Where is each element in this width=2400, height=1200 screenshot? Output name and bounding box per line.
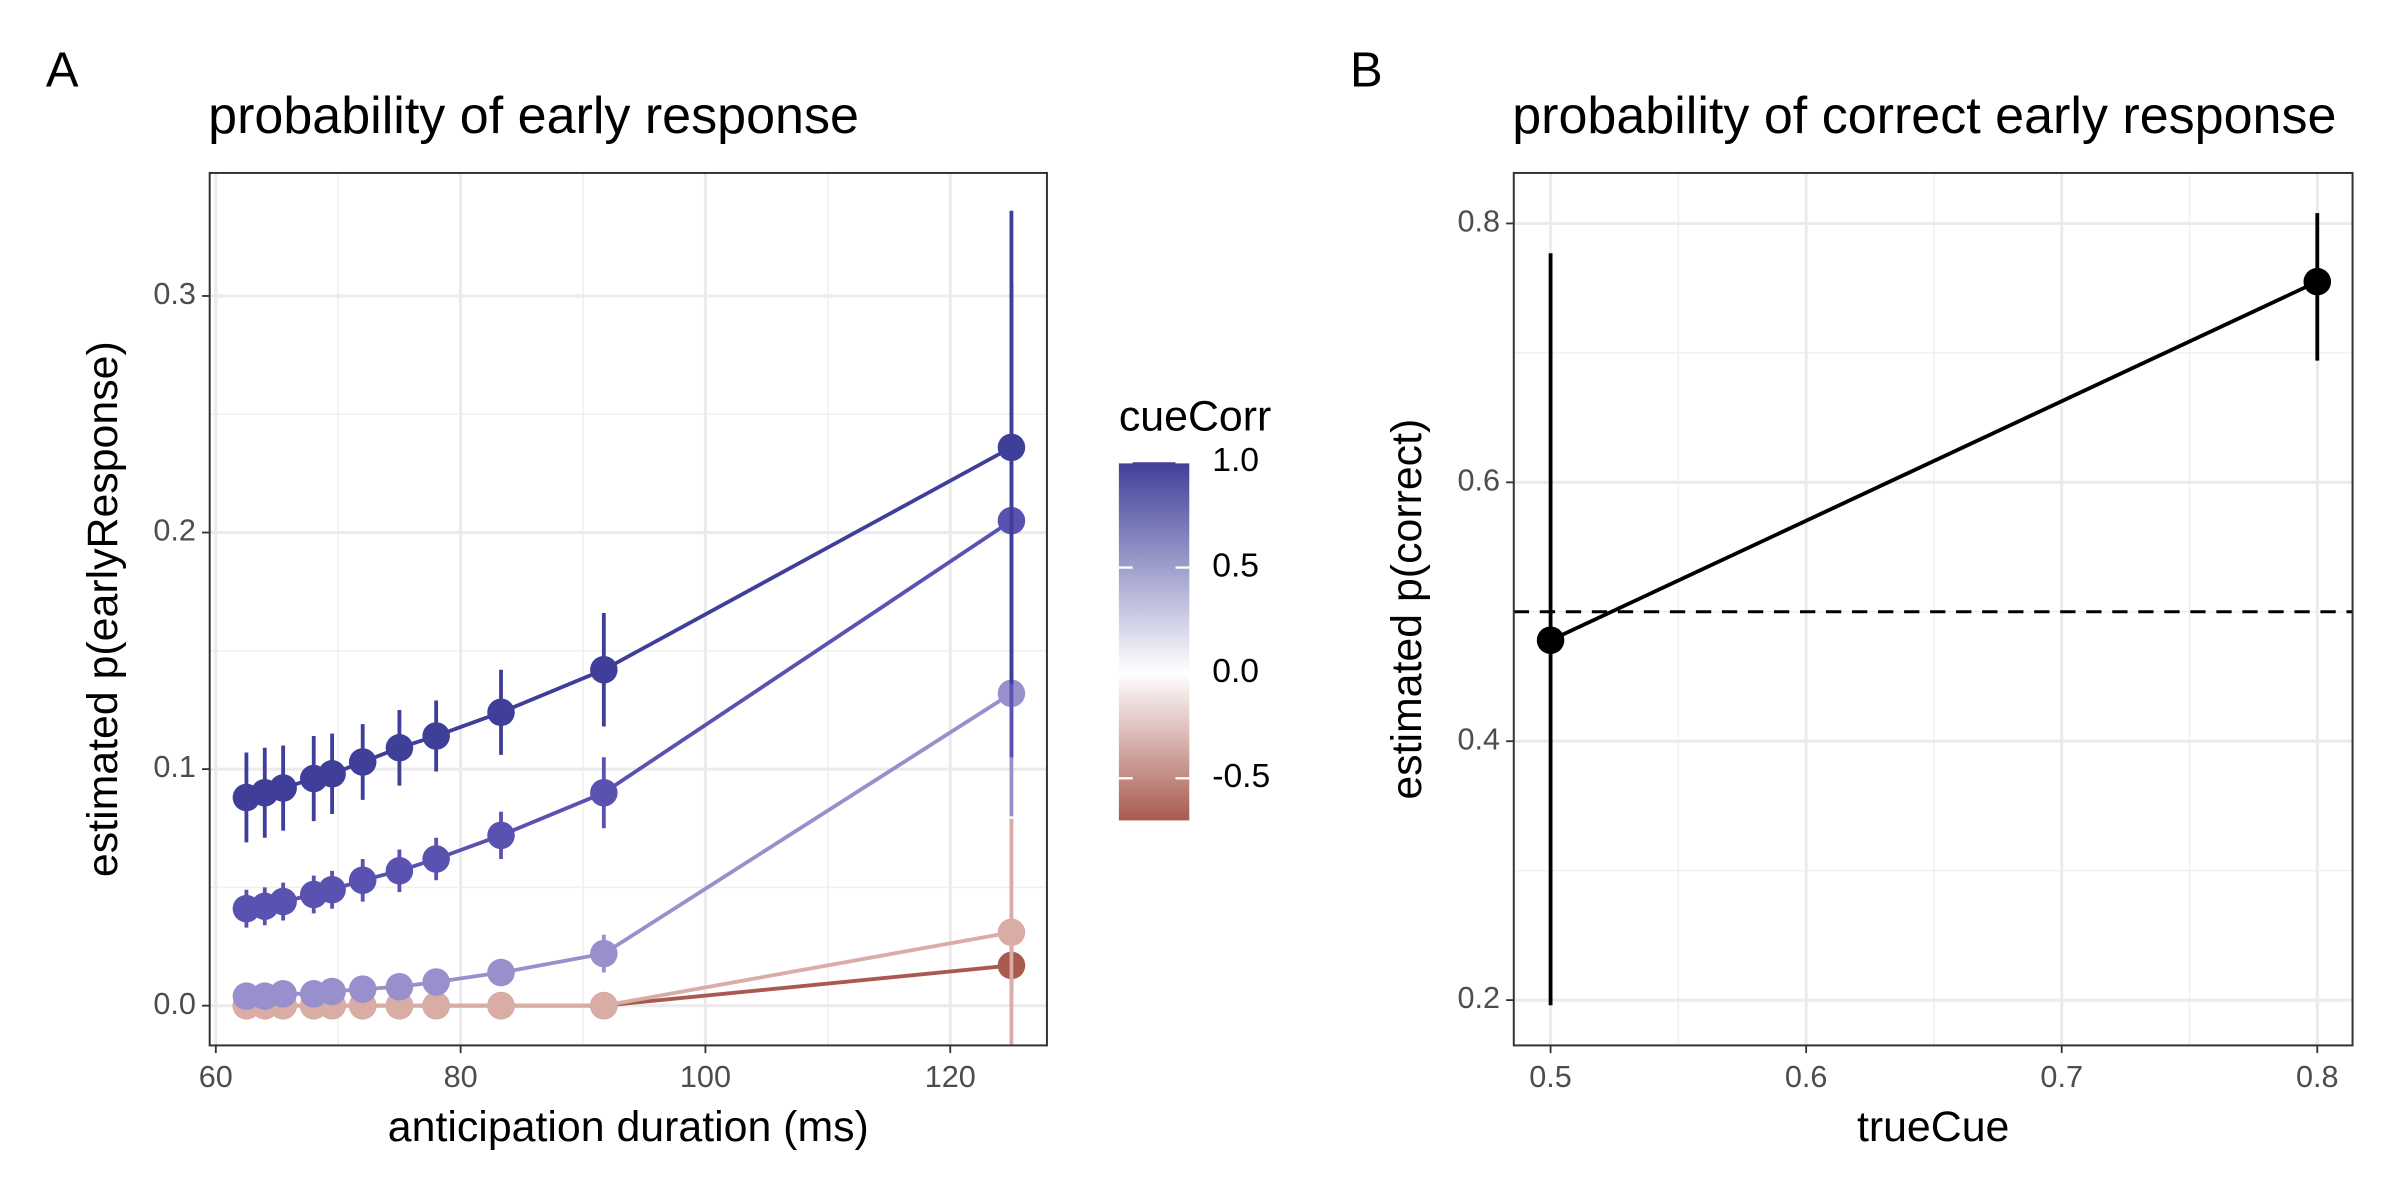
point xyxy=(2303,267,2332,296)
plot-background xyxy=(1513,172,2353,1046)
point xyxy=(487,958,515,987)
y-tick-label: 0.4 xyxy=(1457,722,1500,756)
x-tick-label: 80 xyxy=(444,1060,478,1094)
point xyxy=(269,887,297,916)
legend-tick-label: -0.5 xyxy=(1212,758,1270,795)
point xyxy=(487,821,515,850)
y-tick-label: 0.2 xyxy=(1457,981,1500,1015)
x-axis-title: anticipation duration (ms) xyxy=(388,1103,869,1151)
legend-tick-label: 1.0 xyxy=(1212,442,1259,479)
y-tick-label: 0.6 xyxy=(1457,463,1500,497)
x-tick-label: 0.5 xyxy=(1529,1060,1572,1094)
point xyxy=(422,968,450,996)
y-tick-label: 0.2 xyxy=(153,514,196,548)
series-line xyxy=(1549,279,2319,642)
point xyxy=(997,918,1026,947)
x-tick-label: 60 xyxy=(199,1060,233,1094)
point xyxy=(269,980,297,1008)
point xyxy=(318,977,346,1006)
point xyxy=(385,857,414,885)
plot-border xyxy=(208,171,1048,1047)
y-tick-label: 0.8 xyxy=(1457,205,1500,239)
plot-border xyxy=(1512,171,2354,1047)
x-tick-label: 0.6 xyxy=(1785,1060,1828,1094)
point xyxy=(422,845,450,873)
point xyxy=(318,875,346,904)
plot-background xyxy=(209,172,1047,1046)
point xyxy=(590,939,618,968)
x-tick-label: 100 xyxy=(680,1060,731,1094)
point xyxy=(590,778,618,807)
point xyxy=(318,760,346,788)
point xyxy=(487,991,515,1020)
point xyxy=(997,433,1026,462)
point xyxy=(422,991,450,1020)
point xyxy=(590,655,618,684)
legend-title: cueCorr xyxy=(1119,393,1271,441)
chart-title: probability of early response xyxy=(208,87,859,145)
point xyxy=(348,866,377,895)
x-axis-title: trueCue xyxy=(1857,1103,2009,1151)
plot-area xyxy=(232,210,1026,1046)
panel-label: B xyxy=(1350,43,1383,97)
colorbar xyxy=(1118,462,1190,821)
point xyxy=(487,698,515,727)
plot-area xyxy=(1536,213,2332,1006)
point xyxy=(385,972,414,1001)
point xyxy=(348,748,377,776)
x-tick-label: 120 xyxy=(925,1060,976,1094)
chart-title: probability of correct early response xyxy=(1512,87,2336,145)
point xyxy=(348,975,377,1003)
legend-tick-label: 0.0 xyxy=(1212,653,1259,690)
x-tick-label: 0.8 xyxy=(2296,1060,2339,1094)
legend-tick-label: 0.5 xyxy=(1212,547,1259,584)
panel-label: A xyxy=(46,43,79,97)
y-axis-title: estimated p(earlyResponse) xyxy=(79,341,127,877)
y-tick-label: 0.0 xyxy=(153,987,196,1021)
point xyxy=(422,722,450,750)
point xyxy=(385,991,414,1020)
x-tick-label: 0.7 xyxy=(2040,1060,2083,1094)
point xyxy=(385,734,414,762)
y-axis-title: estimated p(correct) xyxy=(1383,419,1431,800)
point xyxy=(590,991,618,1020)
point xyxy=(269,774,297,802)
point xyxy=(1536,626,1565,655)
y-tick-label: 0.1 xyxy=(153,750,196,784)
y-tick-label: 0.3 xyxy=(153,277,196,311)
